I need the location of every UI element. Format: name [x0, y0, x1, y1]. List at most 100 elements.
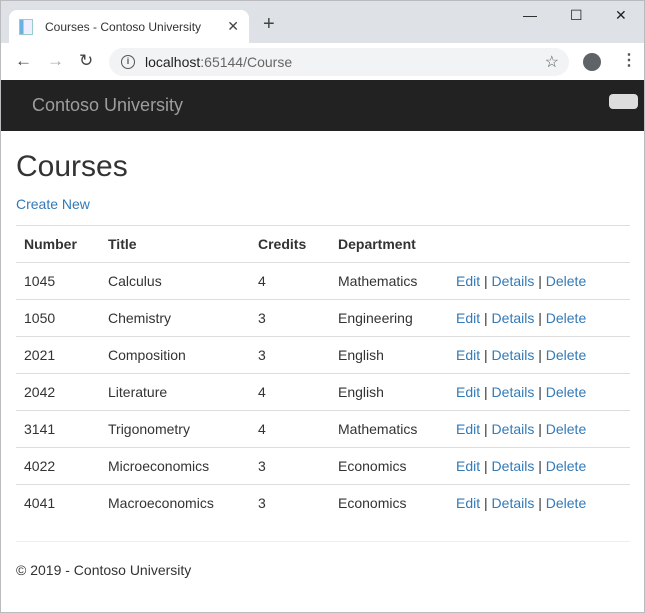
row-actions: Edit | Details | Delete — [448, 262, 630, 300]
details-link[interactable]: Details — [491, 273, 535, 289]
delete-link[interactable]: Delete — [545, 421, 587, 437]
reload-icon[interactable]: ↻ — [79, 51, 94, 70]
separator: | — [538, 384, 542, 400]
row-actions: Edit | Details | Delete — [448, 336, 630, 374]
brand-link[interactable]: Contoso University — [32, 95, 184, 115]
maximize-icon[interactable]: ☐ — [570, 7, 583, 23]
details-link[interactable]: Details — [491, 458, 535, 474]
delete-link[interactable]: Delete — [545, 347, 587, 363]
details-link[interactable]: Details — [491, 495, 535, 512]
row-actions: Edit | Details | Delete — [448, 485, 630, 522]
course-credits: 4 — [250, 373, 330, 411]
delete-link[interactable]: Delete — [545, 273, 587, 289]
course-title: Trigonometry — [100, 410, 250, 448]
address-bar[interactable]: i localhost:65144/Course ☆ — [109, 48, 569, 76]
course-department: Economics — [330, 447, 448, 485]
info-icon[interactable]: i — [121, 55, 135, 69]
table-row: 2021 Composition 3 English Edit | Details | … — [16, 336, 630, 374]
separator: | — [484, 347, 488, 363]
separator: | — [538, 273, 542, 289]
course-department: Mathematics — [330, 262, 448, 300]
close-window-icon[interactable]: ✕ — [615, 7, 627, 23]
separator: | — [538, 310, 542, 326]
delete-link[interactable]: Delete — [545, 495, 587, 512]
course-department: English — [330, 336, 448, 374]
delete-link[interactable]: Delete — [545, 384, 587, 400]
forward-icon[interactable]: → — [47, 51, 64, 70]
details-link[interactable]: Details — [491, 421, 535, 437]
course-credits: 3 — [250, 336, 330, 374]
course-number: 3141 — [16, 410, 100, 448]
bookmark-star-icon[interactable]: ☆ — [544, 54, 559, 71]
page-favicon-icon — [19, 18, 33, 35]
table-row: 3141 Trigonometry 4 Mathematics Edit | Detai… — [16, 410, 630, 448]
edit-link[interactable]: Edit — [456, 384, 481, 400]
row-actions: Edit | Details | Delete — [448, 447, 630, 485]
site-navbar: Contoso University — [1, 80, 644, 131]
courses-table: Number Title Credits Department 1045 Calc… — [16, 225, 630, 522]
tab-title: Courses - Contoso University — [45, 19, 202, 34]
course-title: Literature — [100, 373, 250, 411]
table-row: 1050 Chemistry 3 Engineering Edit | Details … — [16, 299, 630, 337]
header-credits: Credits — [250, 225, 330, 263]
course-department: Mathematics — [330, 410, 448, 448]
row-actions: Edit | Details | Delete — [448, 299, 630, 337]
course-department: Economics — [338, 495, 407, 512]
more-menu-icon[interactable]: ⋮ — [621, 52, 637, 69]
navbar-toggler-button[interactable] — [609, 94, 638, 109]
separator: | — [484, 458, 488, 474]
edit-link[interactable]: Edit — [456, 347, 481, 363]
separator: | — [538, 458, 542, 474]
delete-link[interactable]: Delete — [545, 458, 587, 474]
table-row: 4041 Macroeconomics 3 Economics Edit | Detai… — [16, 485, 630, 522]
close-tab-icon[interactable]: ✕ — [227, 18, 239, 34]
header-actions — [448, 225, 630, 263]
account-icon[interactable] — [583, 53, 601, 71]
course-number: 4041 — [24, 495, 56, 512]
url-path: :65144/Course — [200, 54, 293, 70]
course-title: Microeconomics — [100, 447, 250, 485]
header-title: Title — [100, 225, 250, 263]
row-actions: Edit | Details | Delete — [448, 373, 630, 411]
separator: | — [484, 384, 488, 400]
edit-link[interactable]: Edit — [456, 310, 481, 326]
course-number: 4022 — [16, 447, 100, 485]
course-number: 1050 — [16, 299, 100, 337]
create-new-link[interactable]: Create New — [16, 196, 90, 212]
edit-link[interactable]: Edit — [456, 273, 481, 289]
minimize-icon[interactable]: — — [523, 7, 537, 23]
row-actions: Edit | Details | Delete — [448, 410, 630, 448]
footer-divider — [16, 540, 630, 542]
course-title: Composition — [100, 336, 250, 374]
course-title: Macroeconomics — [108, 495, 214, 512]
course-department: Engineering — [330, 299, 448, 337]
browser-tab[interactable]: Courses - Contoso University ✕ — [9, 10, 249, 43]
table-row: 1045 Calculus 4 Mathematics Edit | Details |… — [16, 262, 630, 300]
course-title: Chemistry — [100, 299, 250, 337]
footer: © 2019 - Contoso University — [16, 561, 192, 578]
new-tab-icon[interactable]: + — [263, 13, 275, 35]
url-host: localhost — [145, 54, 201, 70]
separator: | — [484, 310, 488, 326]
separator: | — [538, 495, 542, 512]
delete-link[interactable]: Delete — [545, 310, 587, 326]
main-content: Courses Create New Number Title Credits … — [1, 150, 644, 578]
course-title: Calculus — [100, 262, 250, 300]
edit-link[interactable]: Edit — [456, 421, 481, 437]
tab-strip: Courses - Contoso University ✕ + — ☐ ✕ — [1, 1, 644, 43]
edit-link[interactable]: Edit — [456, 458, 481, 474]
header-number: Number — [16, 225, 100, 263]
course-credits: 4 — [250, 410, 330, 448]
page-title: Courses — [16, 150, 128, 183]
separator: | — [538, 421, 542, 437]
back-icon[interactable]: ← — [15, 51, 32, 70]
separator: | — [538, 347, 542, 363]
course-number: 1045 — [16, 262, 100, 300]
details-link[interactable]: Details — [491, 347, 535, 363]
table-row: 2042 Literature 4 English Edit | Details | D… — [16, 373, 630, 411]
course-number: 2042 — [16, 373, 100, 411]
table-row: 4022 Microeconomics 3 Economics Edit | Detai… — [16, 447, 630, 485]
details-link[interactable]: Details — [491, 384, 535, 400]
edit-link[interactable]: Edit — [456, 495, 481, 512]
details-link[interactable]: Details — [491, 310, 535, 326]
